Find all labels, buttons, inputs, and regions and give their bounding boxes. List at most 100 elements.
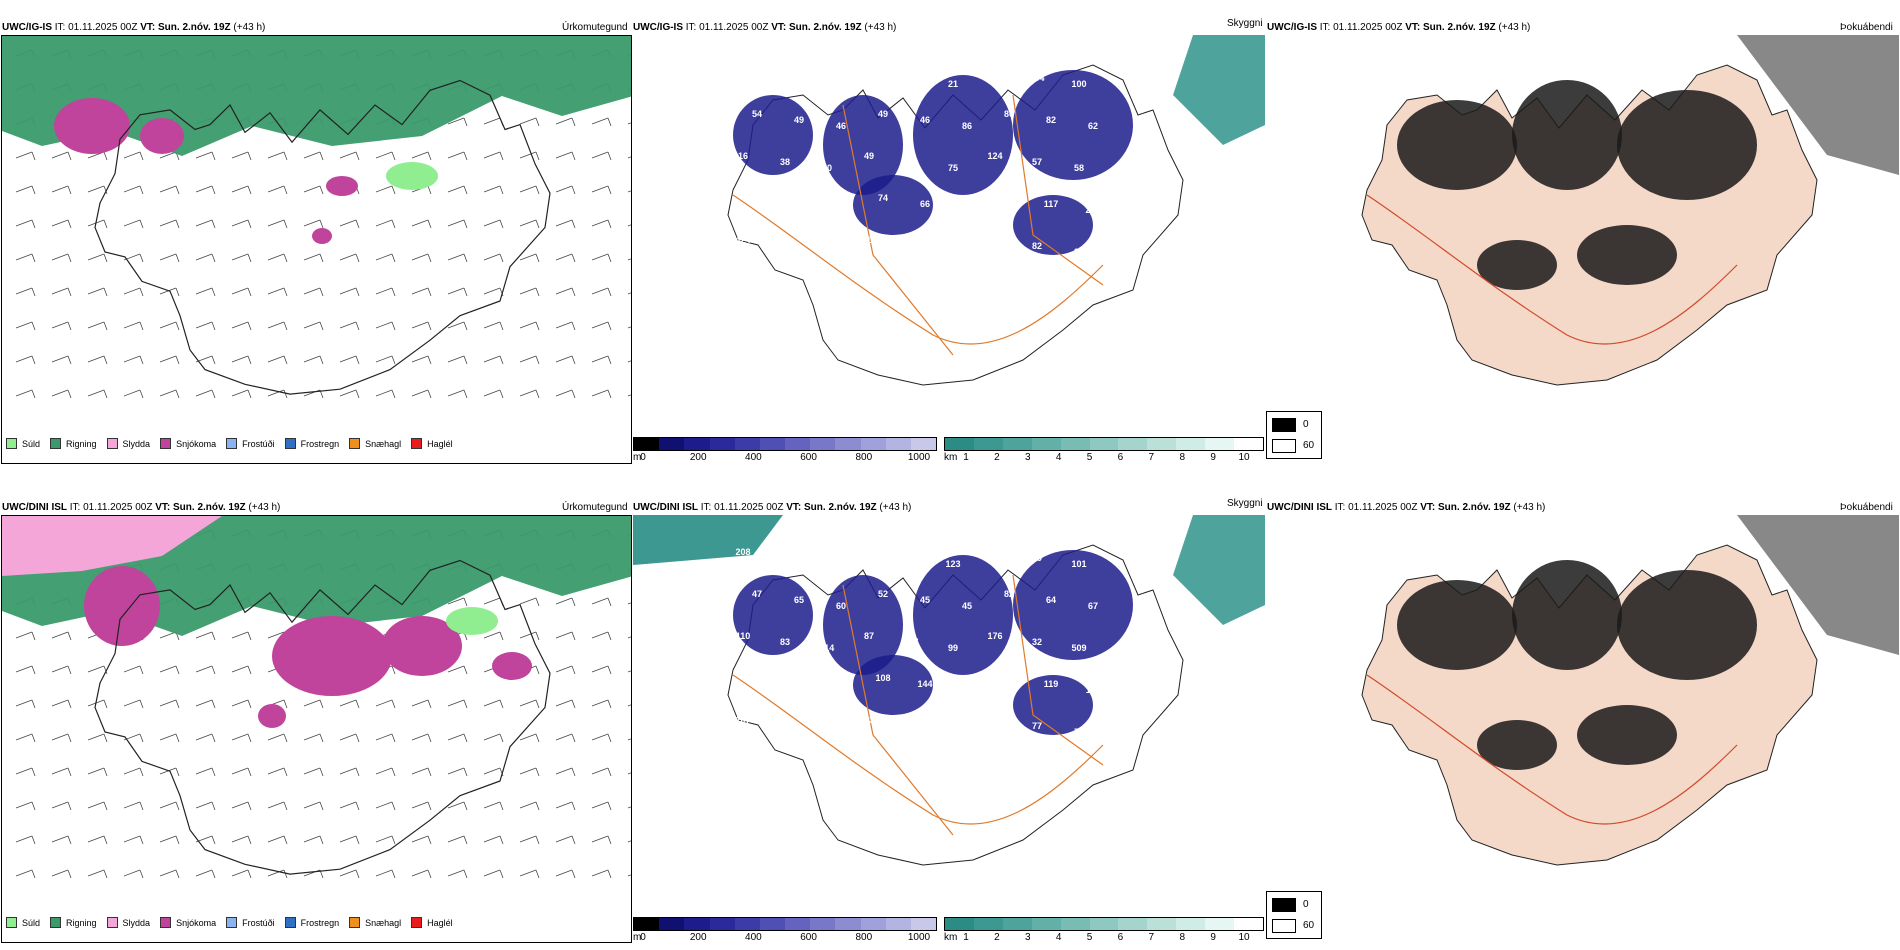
wind-barb xyxy=(303,219,324,229)
colorbar-segment xyxy=(684,438,710,450)
colorbar-tick-label: 800 xyxy=(855,452,873,463)
colorbar-segment xyxy=(785,438,811,450)
wind-barb xyxy=(519,767,540,777)
wind-barb xyxy=(87,253,108,263)
colorbar-segment xyxy=(910,918,937,930)
precip-panel-title-row1: UWC/IG-IS IT: 01.11.2025 00Z VT: Sun. 2.… xyxy=(2,21,265,34)
legend-item: Súld xyxy=(6,917,40,928)
vt-label: VT: xyxy=(155,502,171,513)
wind-barb xyxy=(195,355,216,365)
colorbar-segment xyxy=(684,918,710,930)
wind-barb xyxy=(339,699,360,709)
ceiling-value-label: 45 xyxy=(920,595,930,605)
legend-label: Snjókoma xyxy=(176,917,217,928)
wind-barb xyxy=(591,733,612,743)
wind-barb xyxy=(339,355,360,365)
colorbar-tick-label: 1000 xyxy=(907,932,931,943)
wind-barb xyxy=(87,355,108,365)
wind-barb xyxy=(195,219,216,229)
fog-indicator-area xyxy=(1512,560,1622,670)
wind-barb xyxy=(339,287,360,297)
wind-barb xyxy=(447,733,468,743)
wind-barb xyxy=(87,321,108,331)
ceiling-value-label: 83 xyxy=(780,637,790,647)
wind-barb xyxy=(123,389,144,399)
wind-barb xyxy=(303,287,324,297)
low-ceiling-area xyxy=(1013,550,1133,660)
wind-barb xyxy=(15,253,36,263)
ceiling-value-label: 188 xyxy=(945,727,960,737)
wind-barb xyxy=(231,665,252,675)
wind-barb xyxy=(627,122,631,125)
wind-barb xyxy=(483,185,504,195)
colorbar-segment xyxy=(945,918,974,930)
ceiling-value-label: 22 xyxy=(794,763,804,773)
ceiling-value-label: 119 xyxy=(736,67,751,77)
wind-barb xyxy=(267,835,288,845)
wind-barb xyxy=(411,151,432,161)
wind-barb xyxy=(123,321,144,331)
low-ceiling-area xyxy=(733,95,813,175)
colorbar-segment xyxy=(759,918,786,930)
ceiling-value-label: 70 xyxy=(836,205,846,215)
wind-barb xyxy=(555,321,576,331)
wind-barb xyxy=(303,253,324,263)
low-visibility-area xyxy=(1173,515,1265,625)
legend-swatch xyxy=(411,917,423,928)
road-lines xyxy=(1366,674,1738,825)
ceiling-value-label: 101 xyxy=(777,721,792,731)
precip-map-graphic xyxy=(2,516,631,879)
wind-barb xyxy=(591,389,612,399)
wind-barb xyxy=(447,151,468,161)
ceiling-value-label: 112 xyxy=(960,205,975,215)
wind-barb xyxy=(375,219,396,229)
wind-barb xyxy=(123,355,144,365)
wind-barb xyxy=(159,355,180,365)
colorbar-segment xyxy=(1176,438,1206,450)
wind-barb xyxy=(231,253,252,263)
colorbar-tick-label: 8 xyxy=(1179,932,1185,943)
ceiling-value-label: 93 xyxy=(864,715,874,725)
ceiling-value-label: 82 xyxy=(1004,589,1014,599)
wind-barb xyxy=(555,869,576,879)
ceiling-value-label: 21 xyxy=(948,79,958,89)
wind-barb xyxy=(375,321,396,331)
ceiling-value-label: 62 xyxy=(780,73,790,83)
fog-legend-row2: 0 60 xyxy=(1266,891,1322,939)
wind-barb xyxy=(87,835,108,845)
wind-barb xyxy=(195,151,216,161)
ceiling-value-label: 119 xyxy=(904,241,919,251)
wind-barb xyxy=(483,733,504,743)
wind-barb xyxy=(591,597,612,607)
wind-barb xyxy=(15,869,36,879)
vt-value: Sun. 2.nóv. 19Z xyxy=(158,22,231,33)
wind-barb xyxy=(627,738,631,741)
fog-legend-label: 60 xyxy=(1303,440,1315,451)
colorbar-tick-label: 7 xyxy=(1148,452,1155,463)
vt-label: VT: xyxy=(771,22,787,33)
wind-barb xyxy=(519,117,540,127)
wind-barb xyxy=(447,835,468,845)
wind-barb xyxy=(231,699,252,709)
legend-swatch xyxy=(226,917,238,928)
wind-barb xyxy=(591,253,612,263)
snow-area xyxy=(84,566,160,646)
wind-barb xyxy=(411,253,432,263)
ceiling-value-label: 54 xyxy=(920,283,930,293)
ceiling-colorbar-row2 xyxy=(633,917,937,931)
lead-time: (+43 h) xyxy=(879,502,912,513)
wind-barb xyxy=(627,360,631,363)
wind-barb xyxy=(375,355,396,365)
wind-barb xyxy=(483,835,504,845)
colorbar-tick-label: 1 xyxy=(963,932,969,943)
ceiling-value-label: 150 xyxy=(903,553,918,563)
wind-barb xyxy=(483,699,504,709)
ceiling-value-label: 123 xyxy=(945,559,960,569)
wind-barb xyxy=(267,151,288,161)
wind-barb xyxy=(123,699,144,709)
ceiling-value-label: 50 xyxy=(752,277,762,287)
it-label: IT: xyxy=(54,22,66,33)
wind-barb xyxy=(447,219,468,229)
legend-swatch xyxy=(411,438,423,449)
low-ceiling-area xyxy=(853,655,933,715)
